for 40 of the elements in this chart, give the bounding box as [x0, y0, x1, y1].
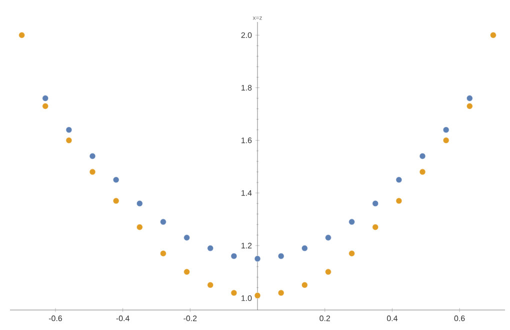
point — [302, 282, 308, 288]
point — [66, 126, 72, 133]
point — [184, 268, 190, 275]
point — [89, 168, 96, 176]
point — [18, 32, 25, 38]
point — [396, 198, 402, 204]
point — [442, 126, 450, 133]
point — [230, 290, 238, 296]
point — [419, 152, 426, 160]
point — [302, 245, 308, 252]
point — [112, 176, 120, 183]
point — [112, 198, 120, 204]
point — [184, 234, 190, 241]
point — [325, 268, 332, 275]
point — [372, 224, 378, 230]
point — [207, 245, 214, 252]
point — [89, 152, 96, 160]
point — [348, 218, 355, 226]
point — [278, 252, 284, 260]
point — [325, 234, 332, 241]
point — [466, 95, 473, 102]
point — [160, 218, 166, 226]
point — [254, 292, 261, 299]
point — [490, 32, 496, 38]
point — [278, 290, 284, 296]
point — [66, 137, 72, 144]
point — [136, 224, 143, 230]
point — [372, 200, 378, 207]
point — [419, 168, 426, 176]
point — [442, 137, 450, 144]
point — [136, 200, 143, 207]
point — [42, 103, 48, 110]
point — [396, 176, 402, 183]
point — [348, 250, 355, 257]
point — [230, 252, 238, 260]
point — [254, 256, 261, 262]
point — [466, 103, 473, 110]
point — [42, 95, 48, 102]
point — [160, 250, 166, 257]
point — [207, 282, 214, 288]
